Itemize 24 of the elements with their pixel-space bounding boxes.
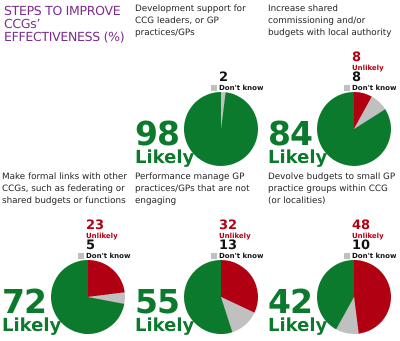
text: STEPS TO IMPROVE CCGs’ EFFECTIVENESS (%) (4, 3, 126, 44)
pie-slice (354, 92, 372, 129)
data-label: 8 (352, 50, 362, 65)
chart-title: Performance manage GP practices/GPs that are not engaging (135, 171, 251, 207)
pie-slice (221, 297, 254, 332)
chart-title: Devolve budgets to small GP practice groups within CCG (or localities) (268, 171, 396, 207)
pie-slice (336, 297, 359, 334)
pie-slice (88, 292, 125, 304)
data-label: 8 (352, 70, 362, 85)
pie-slice (221, 92, 226, 129)
data-label: 5 (86, 238, 96, 253)
data-label: 13 (219, 238, 238, 253)
data-label: 23 (86, 218, 104, 233)
data-label: 32 (219, 218, 238, 233)
chart-title: Increase shared commissioning and/or budgets with local authority (268, 3, 392, 39)
pie-slice (354, 96, 386, 129)
pie-slice (221, 260, 258, 313)
pie-slice (354, 260, 391, 334)
data-label: 10 (352, 238, 370, 253)
chart-title: Make formal links with other CCGs, such as federating or shared budgets or functions (2, 171, 128, 207)
chart-title: Development support for CCG leaders, or GP practices/GPs (135, 3, 247, 39)
data-label: 48 (352, 218, 370, 233)
pie-slice (88, 260, 125, 297)
data-label: 2 (219, 70, 228, 85)
